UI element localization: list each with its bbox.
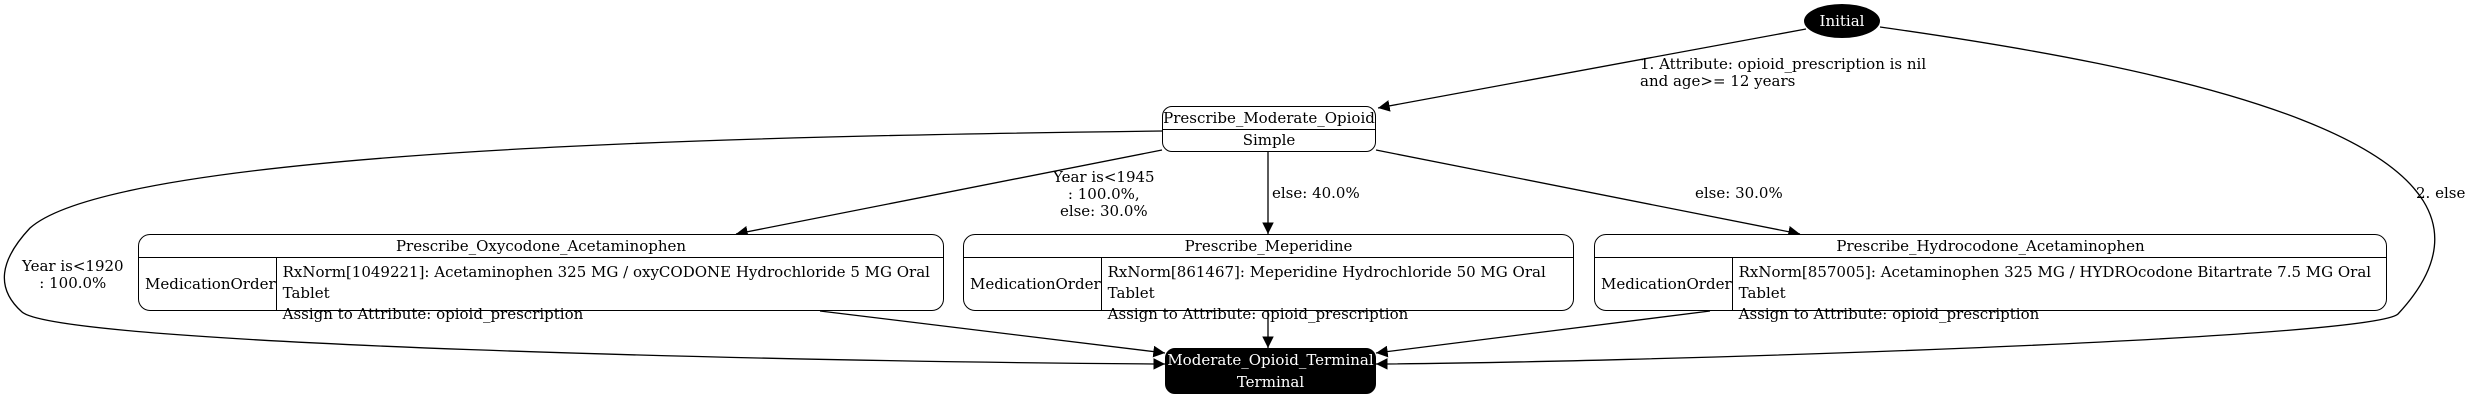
edge-oxy-terminal <box>819 310 1166 358</box>
edge-label-year-1945: Year is<1945 : 100.0%, else: 30.0% <box>1053 168 1155 220</box>
edge-label-condition-1: 1. Attribute: opioid_prescription is nil… <box>1640 55 1927 90</box>
hydrocodone-node: Prescribe_Hydrocodone_Acetaminophen Medi… <box>1594 234 2387 323</box>
hydrocodone-assign: Assign to Attribute: opioid_prescription <box>1738 305 2040 323</box>
meperidine-code: RxNorm[861467]: Meperidine Hydrochloride… <box>1107 263 1546 302</box>
edge-moderate-oxy <box>735 149 1163 238</box>
moderate-opioid-title: Prescribe_Moderate_Opioid <box>1163 109 1375 127</box>
meperidine-node: Prescribe_Meperidine MedicationOrder RxN… <box>963 234 1574 323</box>
edge-moderate-terminal <box>3 130 1166 370</box>
hydrocodone-kind: MedicationOrder <box>1595 258 1733 310</box>
hydrocodone-code: RxNorm[857005]: Acetaminophen 325 MG / H… <box>1738 263 2372 302</box>
oxycodone-node: Prescribe_Oxycodone_Acetaminophen Medica… <box>138 234 944 323</box>
edge-label-year-1920: Year is<1920 : 100.0% <box>22 257 124 292</box>
edge-initial-terminal <box>1375 26 2436 370</box>
initial-node: Initial <box>1804 4 1880 38</box>
hydrocodone-title: Prescribe_Hydrocodone_Acetaminophen <box>1836 237 2145 255</box>
terminal-title: Moderate_Opioid_Terminal <box>1167 351 1374 369</box>
initial-label: Initial <box>1819 12 1865 30</box>
meperidine-title: Prescribe_Meperidine <box>1184 237 1353 255</box>
terminal-node: Moderate_Opioid_Terminal Terminal <box>1165 348 1376 394</box>
edge-label-else-2: 2. else <box>2416 184 2466 202</box>
meperidine-assign: Assign to Attribute: opioid_prescription <box>1107 305 1409 323</box>
edge-hydro-terminal <box>1375 310 1711 358</box>
edge-label-else-40: else: 40.0% <box>1272 184 1360 202</box>
oxycodone-title: Prescribe_Oxycodone_Acetaminophen <box>395 237 687 255</box>
edge-initial-moderate <box>1377 28 1807 112</box>
edge-label-else-30: else: 30.0% <box>1695 184 1783 202</box>
terminal-type: Terminal <box>1236 373 1305 391</box>
oxycodone-kind: MedicationOrder <box>139 258 277 310</box>
moderate-opioid-node: Prescribe_Moderate_Opioid Simple <box>1162 106 1376 152</box>
edge-moderate-hydro <box>1375 149 1801 238</box>
moderate-opioid-type: Simple <box>1242 131 1296 149</box>
meperidine-kind: MedicationOrder <box>964 258 1102 310</box>
oxycodone-code: RxNorm[1049221]: Acetaminophen 325 MG / … <box>282 263 930 302</box>
oxycodone-assign: Assign to Attribute: opioid_prescription <box>282 305 584 323</box>
